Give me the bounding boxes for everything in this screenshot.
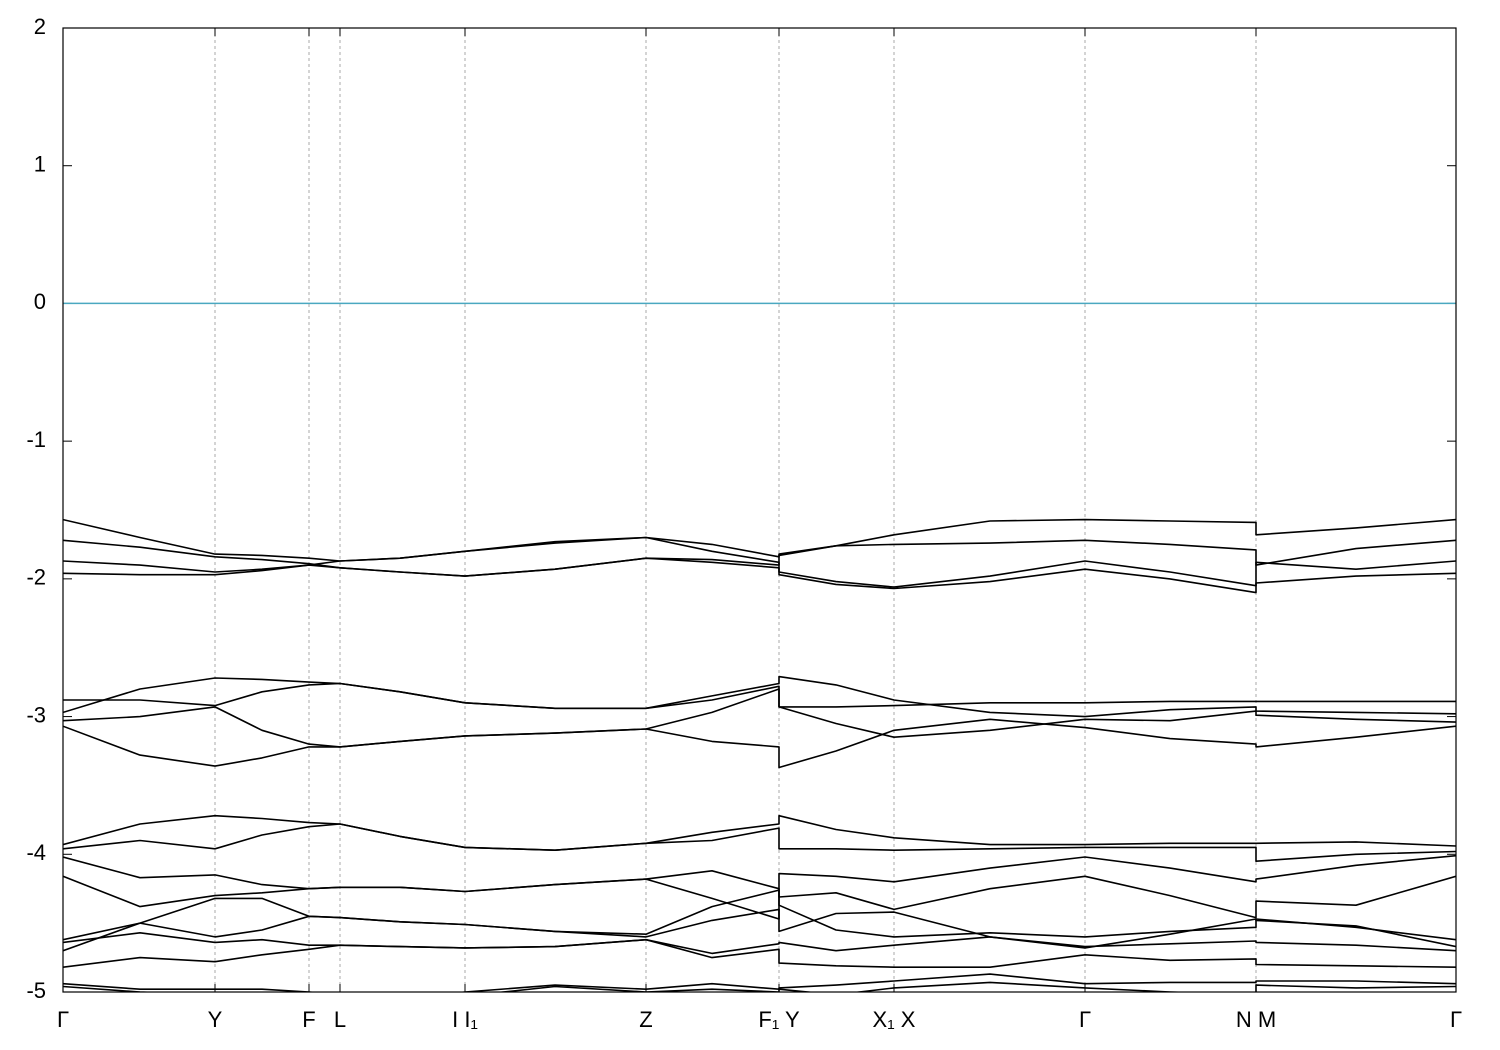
y-tick-label: 2 (34, 14, 46, 39)
x-tick-label: F (302, 1007, 315, 1032)
band-line (63, 518, 1456, 562)
y-tick-label: -3 (26, 702, 46, 727)
band-line (63, 869, 1456, 919)
band-line (63, 718, 1456, 769)
y-tick-label: 0 (34, 289, 46, 314)
band-line (63, 675, 1456, 718)
band-line (63, 557, 1456, 594)
x-tick-label: Γ (57, 1007, 69, 1032)
band-line (63, 688, 1456, 748)
band-line (63, 682, 1456, 710)
band-line (63, 931, 1456, 955)
y-tick-label: -2 (26, 565, 46, 590)
band-line (63, 814, 1456, 852)
x-tick-label: Y (208, 1007, 223, 1032)
x-tick-label: Γ (1079, 1007, 1091, 1032)
x-tick-label: Z (639, 1007, 652, 1032)
band-line (63, 854, 1456, 920)
band-line (63, 973, 1456, 992)
band-line (63, 823, 1456, 863)
x-tick-label: Γ (1450, 1007, 1462, 1032)
y-tick-label: -5 (26, 978, 46, 1003)
band-line (63, 889, 1456, 941)
band-line (63, 536, 1456, 588)
band-line (63, 908, 1456, 952)
y-tick-label: -4 (26, 840, 46, 865)
x-tick-label: N M (1236, 1007, 1276, 1032)
y-tick-label: -1 (26, 427, 46, 452)
x-tick-label: L (334, 1007, 346, 1032)
x-tick-label: F₁ Y (758, 1007, 800, 1032)
band-line (63, 981, 1456, 992)
band-line (63, 938, 1456, 969)
plot-frame (62, 27, 1457, 993)
x-tick-label: X₁ X (873, 1007, 916, 1032)
y-tick-label: 1 (34, 152, 46, 177)
plot-area (63, 302, 1456, 992)
x-tick-label: I I₁ (452, 1007, 478, 1032)
band-line (63, 539, 1456, 577)
